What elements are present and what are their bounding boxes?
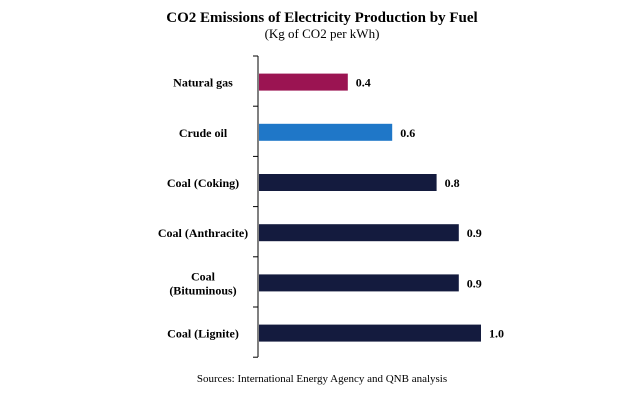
bars-group [259, 73, 481, 342]
bar [259, 324, 481, 342]
category-labels: Natural gas Crude oil Coal (Coking) Coal (A… [158, 76, 248, 341]
y-axis-ticks [253, 55, 258, 358]
data-label: 0.8 [445, 176, 460, 190]
data-label: 0.9 [467, 276, 482, 290]
data-label: 0.6 [400, 126, 415, 140]
data-label: 0.4 [356, 76, 371, 90]
category-label: Natural gas [173, 76, 233, 90]
data-label: 1.0 [489, 327, 504, 341]
bar [259, 73, 348, 91]
category-label: Coal (Bituminous) [169, 269, 236, 297]
category-label: Coal (Anthracite) [158, 226, 248, 240]
data-label: 0.9 [467, 226, 482, 240]
bar [259, 224, 459, 242]
bar [259, 274, 459, 292]
bar [259, 174, 437, 191]
chart-source: Sources: International Energy Agency and… [196, 373, 448, 385]
category-label: Coal (Coking) [167, 176, 239, 190]
category-label: Coal (Lignite) [167, 327, 239, 341]
chart-title: CO2 Emissions of Electricity Production … [166, 10, 478, 26]
bar [259, 123, 393, 141]
chart-subtitle: (Kg of CO2 per kWh) [264, 26, 380, 41]
value-labels: 0.4 0.6 0.8 0.9 0.9 1.0 [356, 76, 504, 341]
category-label: Crude oil [179, 126, 228, 140]
